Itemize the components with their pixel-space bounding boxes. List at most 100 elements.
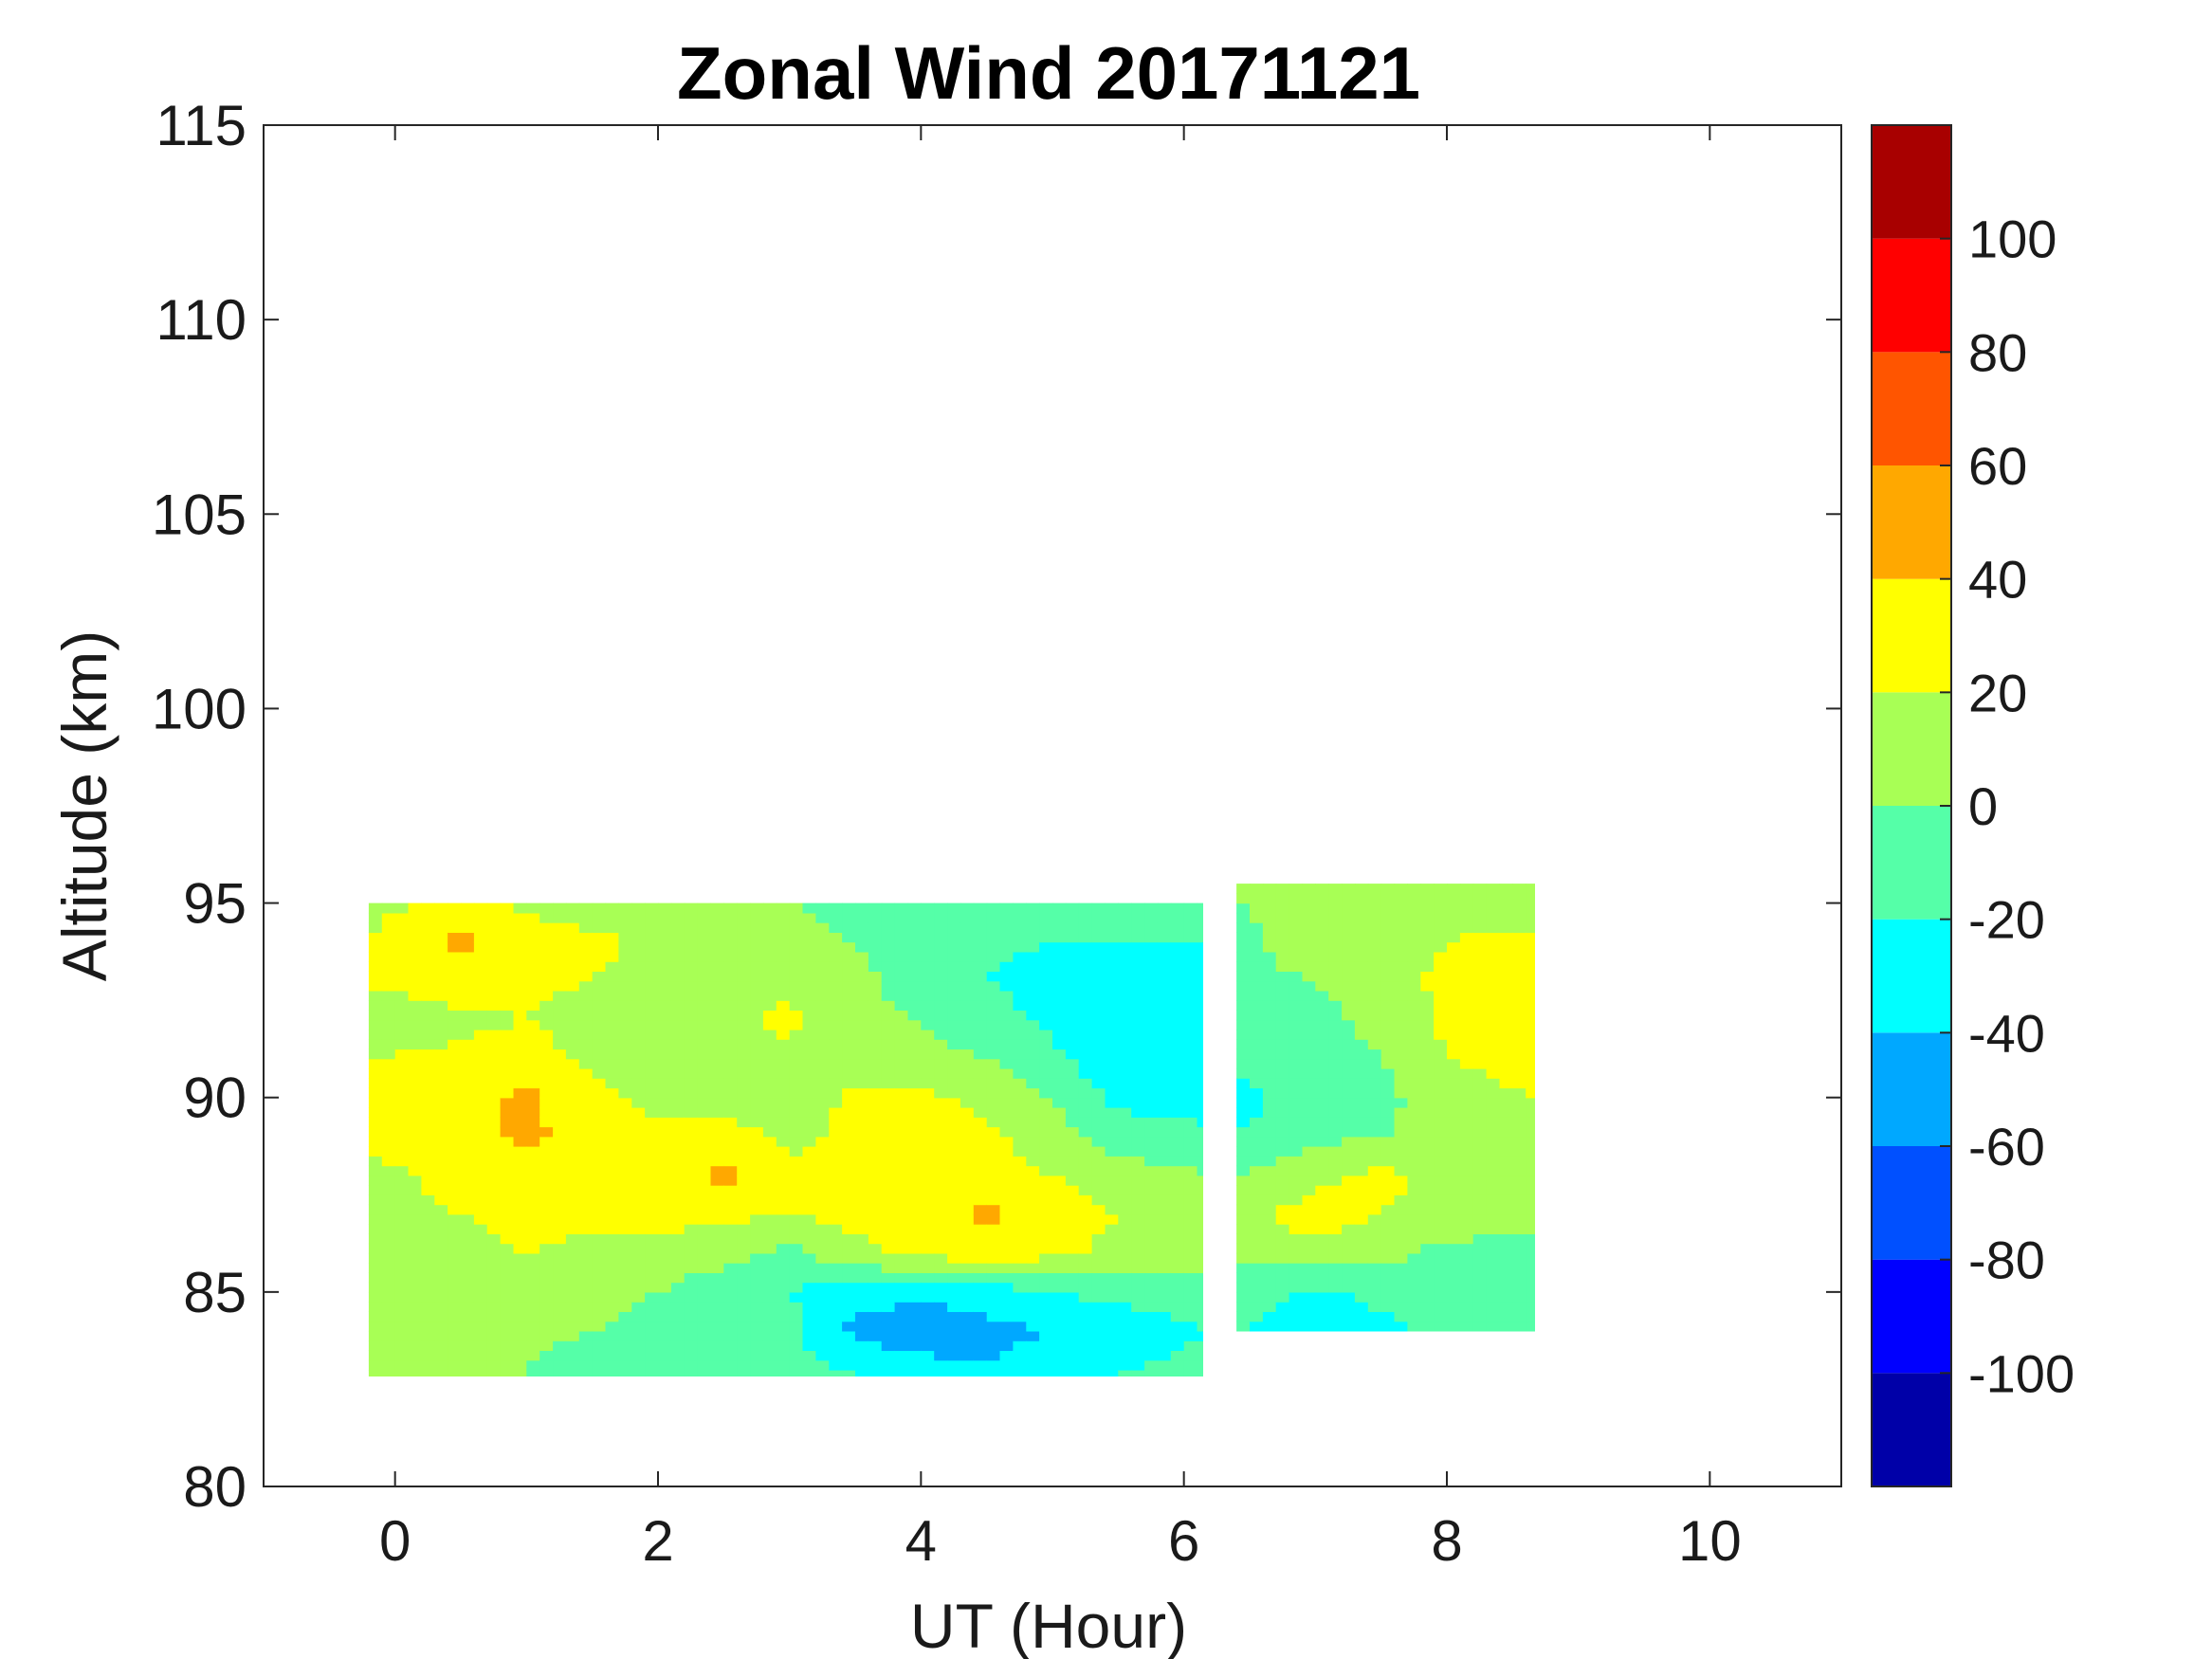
wind-cell — [1367, 1282, 1382, 1293]
wind-cell — [1013, 1233, 1027, 1245]
wind-cell — [1512, 990, 1526, 1001]
wind-cell — [710, 1097, 724, 1108]
wind-cell — [1118, 1311, 1132, 1322]
wind-cell — [921, 1019, 935, 1030]
wind-cell — [473, 1359, 488, 1371]
wind-cell — [539, 1039, 554, 1050]
wind-cell — [762, 1330, 777, 1341]
wind-cell — [1052, 922, 1067, 933]
wind-cell — [1013, 1010, 1027, 1021]
wind-cell — [381, 1165, 396, 1176]
wind-cell — [618, 1107, 632, 1118]
wind-cell — [461, 1330, 475, 1341]
wind-cell — [1118, 1058, 1132, 1069]
wind-cell — [1131, 912, 1145, 923]
wind-cell — [1394, 980, 1408, 992]
wind-cell — [434, 1185, 448, 1195]
wind-cell — [776, 1058, 791, 1069]
wind-cell — [1486, 1233, 1501, 1245]
wind-cell — [394, 1000, 410, 1011]
wind-cell — [1170, 1263, 1185, 1273]
wind-cell — [776, 1010, 791, 1021]
wind-cell — [1183, 1010, 1198, 1021]
wind-cell — [802, 902, 816, 914]
wind-cell — [658, 1146, 672, 1157]
wind-cell — [1157, 1194, 1172, 1206]
wind-cell — [658, 1213, 672, 1225]
wind-cell — [1328, 980, 1343, 992]
wind-cell — [1512, 884, 1526, 894]
wind-cell — [1328, 1213, 1343, 1225]
wind-cell — [461, 961, 475, 972]
wind-cell — [1105, 990, 1119, 1001]
wind-cell — [842, 1097, 856, 1108]
wind-cell — [789, 1058, 804, 1069]
wind-cell — [829, 971, 843, 982]
wind-cell — [1157, 912, 1172, 923]
wind-cell — [947, 922, 961, 933]
wind-cell — [934, 1272, 948, 1284]
wind-cell — [513, 1311, 527, 1322]
wind-cell — [789, 932, 804, 943]
wind-cell — [1447, 1146, 1461, 1157]
wind-cell — [670, 1156, 686, 1167]
wind-cell — [881, 980, 896, 992]
wind-cell — [1026, 1233, 1040, 1245]
wind-cell — [434, 971, 448, 982]
wind-cell — [1091, 1010, 1106, 1021]
wind-cell — [461, 951, 475, 962]
wind-cell — [1275, 1126, 1290, 1138]
wind-cell — [1407, 1272, 1421, 1284]
wind-cell — [684, 1321, 699, 1332]
wind-cell — [1091, 1224, 1106, 1234]
wind-cell — [1512, 1039, 1526, 1050]
wind-cell — [1052, 1340, 1067, 1351]
wind-cell — [829, 980, 843, 992]
wind-cell — [1526, 941, 1535, 953]
wind-cell — [973, 1087, 988, 1099]
wind-cell — [1091, 1117, 1106, 1128]
wind-cell — [710, 1291, 724, 1303]
wind-cell — [421, 912, 435, 923]
wind-cell — [565, 1010, 580, 1021]
wind-cell — [526, 1194, 540, 1206]
wind-cell — [1052, 1019, 1067, 1030]
wind-cell — [658, 1252, 672, 1264]
wind-cell — [1328, 1252, 1343, 1264]
wind-cell — [1157, 971, 1172, 982]
wind-cell — [999, 1243, 1014, 1254]
wind-cell — [539, 902, 554, 914]
wind-cell — [1342, 1029, 1356, 1040]
wind-cell — [526, 971, 540, 982]
wind-cell — [894, 1302, 909, 1312]
wind-cell — [960, 1213, 975, 1225]
wind-cell — [631, 1146, 646, 1157]
wind-cell — [1275, 1282, 1290, 1293]
wind-cell — [1131, 1204, 1145, 1215]
wind-cell — [999, 1194, 1014, 1206]
wind-cell — [368, 1126, 383, 1138]
wind-cell — [1026, 1291, 1040, 1303]
wind-cell — [513, 1087, 527, 1099]
wind-cell — [526, 980, 540, 992]
wind-cell — [381, 951, 396, 962]
wind-cell — [802, 951, 816, 962]
wind-cell — [1197, 961, 1203, 972]
wind-cell — [565, 932, 580, 943]
wind-cell — [1262, 1302, 1277, 1312]
wind-cell — [408, 1359, 422, 1371]
wind-cell — [1105, 1213, 1119, 1225]
wind-cell — [1472, 1243, 1488, 1254]
wind-cell — [1380, 1272, 1396, 1284]
wind-cell — [1262, 1078, 1277, 1089]
wind-cell — [1472, 1156, 1488, 1167]
wind-cell — [1170, 1117, 1185, 1128]
wind-cell — [723, 1340, 738, 1351]
wind-cell — [1315, 990, 1329, 1001]
wind-cell — [1328, 1019, 1343, 1030]
wind-cell — [1026, 1019, 1040, 1030]
wind-cell — [1512, 1146, 1526, 1157]
wind-cell — [368, 1194, 383, 1206]
wind-cell — [829, 1126, 843, 1138]
